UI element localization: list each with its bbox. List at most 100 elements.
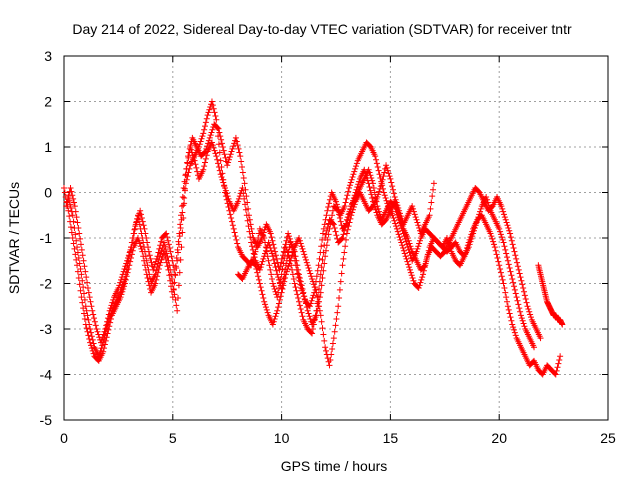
data-point (507, 314, 514, 321)
data-point (484, 199, 491, 206)
data-point (372, 153, 379, 160)
data-point (414, 219, 421, 226)
data-point (228, 214, 235, 221)
data-point (343, 195, 350, 202)
data-point (323, 212, 330, 219)
data-point (228, 218, 235, 225)
data-point (320, 225, 327, 232)
data-point (346, 184, 353, 191)
data-point (349, 197, 356, 204)
data-point (502, 289, 509, 296)
x-axis-label: GPS time / hours (281, 458, 388, 474)
data-point (188, 149, 195, 156)
data-point (302, 254, 309, 261)
data-point (134, 212, 141, 219)
data-point (129, 235, 136, 241)
data-point (334, 309, 341, 316)
data-point (336, 211, 343, 218)
data-point (214, 124, 221, 131)
data-point (316, 303, 323, 310)
data-point (260, 229, 267, 236)
data-point (139, 218, 146, 225)
data-point (262, 250, 269, 257)
data-point (65, 207, 72, 214)
data-point (68, 229, 75, 236)
data-point (141, 248, 148, 255)
data-point (503, 250, 510, 257)
data-point (306, 303, 313, 310)
data-point (406, 240, 413, 247)
data-point (174, 246, 181, 253)
data-point (243, 212, 250, 219)
data-point (318, 264, 325, 271)
data-point (81, 263, 88, 270)
data-point (511, 248, 518, 255)
data-point (235, 198, 242, 205)
data-point (176, 269, 183, 276)
data-point (353, 160, 360, 167)
data-point (97, 347, 104, 354)
data-point (512, 252, 519, 259)
data-point (282, 241, 289, 248)
data-point (405, 261, 412, 268)
data-point (517, 274, 524, 281)
data-point (294, 291, 301, 298)
data-point (104, 321, 111, 328)
data-point (340, 255, 347, 262)
data-point (296, 271, 303, 278)
data-point (489, 235, 496, 242)
data-point (236, 193, 243, 200)
data-point (345, 188, 352, 195)
data-point (240, 190, 247, 197)
data-point (319, 256, 326, 263)
data-point (82, 268, 89, 275)
data-point (249, 243, 256, 250)
axis-ticks (63, 55, 609, 421)
data-point (230, 225, 237, 232)
data-point (519, 281, 526, 288)
data-point (168, 275, 175, 282)
data-point (501, 285, 508, 292)
data-point (90, 350, 97, 357)
data-point (89, 307, 96, 314)
data-point (537, 335, 544, 342)
data-point (512, 332, 519, 339)
data-point (219, 176, 226, 183)
data-point (285, 263, 292, 270)
data-point (395, 204, 402, 211)
data-point (78, 246, 85, 253)
data-point (284, 253, 291, 260)
y-tick-label: 2 (44, 94, 52, 110)
y-tick-labels: -5 -4 -3 -2 -1 0 1 2 3 (40, 48, 53, 428)
data-point (249, 246, 256, 253)
data-point (465, 244, 472, 251)
data-point (328, 216, 335, 223)
data-point (84, 285, 91, 292)
data-point (281, 245, 288, 252)
data-point (135, 216, 142, 223)
data-point (146, 252, 153, 259)
data-point (339, 235, 346, 241)
x-tick-labels: 0 5 10 15 20 25 (60, 430, 616, 446)
data-point (87, 339, 94, 346)
data-point (146, 271, 153, 278)
data-point (271, 315, 278, 322)
data-point (306, 267, 313, 274)
data-point (246, 228, 253, 235)
data-point (347, 215, 354, 222)
data-point (103, 325, 110, 332)
data-point (235, 195, 242, 202)
data-point (349, 206, 356, 213)
data-point (376, 185, 383, 192)
data-point (266, 242, 273, 249)
data-point (118, 286, 125, 293)
data-point (248, 239, 255, 246)
data-point (430, 180, 437, 187)
data-point (392, 220, 399, 227)
data-point (317, 312, 324, 319)
y-axis-label: SDTVAR / TECUs (6, 182, 22, 294)
data-point (331, 224, 338, 231)
data-point (257, 284, 264, 291)
data-point (284, 265, 291, 272)
data-point (303, 259, 310, 266)
